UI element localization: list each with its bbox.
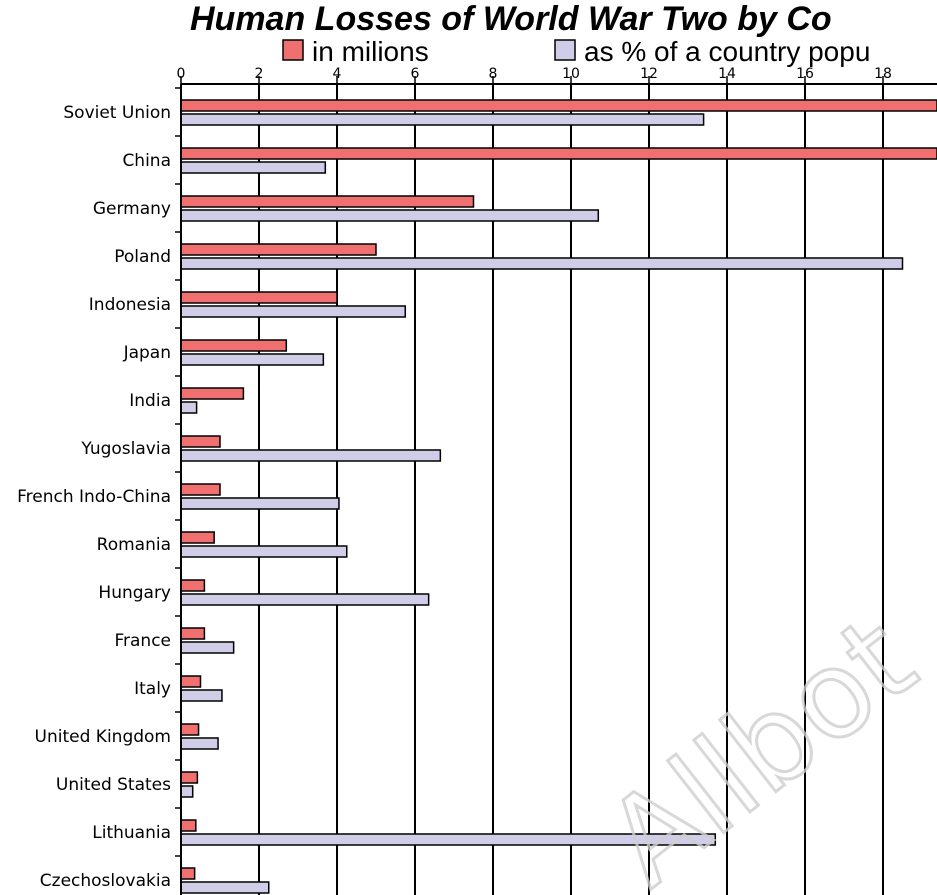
bar-millions xyxy=(180,339,288,352)
category-labels: Soviet Union China Germany Poland Indonesia J… xyxy=(17,103,171,891)
x-tick-label: 4 xyxy=(333,66,342,82)
bar-millions xyxy=(180,195,475,208)
category-label: Soviet Union xyxy=(63,103,171,123)
bar-percent xyxy=(180,593,430,606)
legend-label-millions: in milions xyxy=(312,36,429,67)
legend-label-percent: as % of a country popu xyxy=(584,36,870,67)
category-label: China xyxy=(122,151,171,171)
bar-percent xyxy=(180,689,223,702)
bar-percent xyxy=(180,785,194,798)
bar-millions xyxy=(180,435,221,448)
bar-percent xyxy=(180,881,270,894)
bar-millions xyxy=(180,147,937,160)
bar-percent xyxy=(180,497,340,510)
x-tick-label: 2 xyxy=(255,66,264,82)
bar-percent xyxy=(180,545,348,558)
x-tick-label: 10 xyxy=(562,66,580,82)
bar-layer xyxy=(180,99,937,894)
category-label: Japan xyxy=(123,343,171,363)
category-label: Czechoslovakia xyxy=(40,871,171,891)
bar-millions xyxy=(180,819,197,832)
bar-millions xyxy=(180,531,215,544)
x-tick-label: 14 xyxy=(718,66,736,82)
x-tick-label: 0 xyxy=(177,66,186,82)
bar-percent xyxy=(180,209,600,222)
category-label: Poland xyxy=(114,247,171,267)
bar-percent xyxy=(180,305,406,318)
bar-millions xyxy=(180,675,202,688)
bar-millions xyxy=(180,99,937,112)
bar-percent xyxy=(180,257,904,270)
x-tick-label: 8 xyxy=(489,66,498,82)
category-label: Romania xyxy=(97,535,171,555)
legend-swatch-percent xyxy=(554,39,576,61)
bar-millions xyxy=(180,291,338,304)
bar-millions xyxy=(180,483,221,496)
x-tick-label: 12 xyxy=(640,66,658,82)
category-label: French Indo-China xyxy=(17,487,171,507)
bar-millions xyxy=(180,627,206,640)
bar-millions xyxy=(180,867,196,880)
legend: in milions as % of a country popu xyxy=(282,36,870,67)
category-label: Italy xyxy=(134,679,171,699)
bar-millions xyxy=(180,579,206,592)
bar-millions xyxy=(180,243,377,256)
bar-percent xyxy=(180,401,198,414)
x-tick-label: 6 xyxy=(411,66,420,82)
category-label: Lithuania xyxy=(92,823,171,843)
bar-millions xyxy=(180,387,245,400)
bar-percent xyxy=(180,161,327,174)
bar-percent xyxy=(180,449,442,462)
category-label: France xyxy=(114,631,171,651)
x-tick-label: 18 xyxy=(874,66,892,82)
category-label: India xyxy=(129,391,171,411)
category-label: Indonesia xyxy=(89,295,171,315)
bar-millions xyxy=(180,771,199,784)
bar-percent xyxy=(180,641,235,654)
bar-millions xyxy=(180,723,200,736)
category-label: United Kingdom xyxy=(35,727,171,747)
category-label: Hungary xyxy=(98,583,171,603)
x-tick-label: 16 xyxy=(796,66,814,82)
bar-percent xyxy=(180,353,325,366)
chart-title: Human Losses of World War Two by Co xyxy=(190,0,832,38)
category-label: Germany xyxy=(93,199,171,219)
category-label: Yugoslavia xyxy=(80,439,171,459)
bar-percent xyxy=(180,737,219,750)
category-label: United States xyxy=(56,775,171,795)
bar-percent xyxy=(180,113,705,126)
legend-swatch-millions xyxy=(282,39,304,61)
